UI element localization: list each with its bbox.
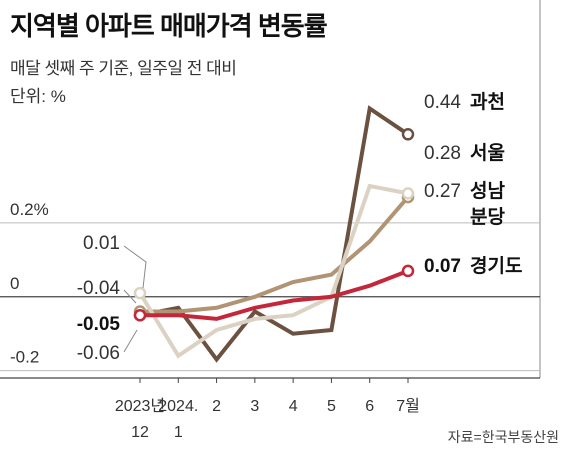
unit-label: 단위: % [10,87,66,106]
x-tick-label-1-1: 1 [174,424,183,441]
x-tick-label-2-0: 2 [212,398,221,415]
end-value-label-3: 0.07 [424,256,461,277]
x-tick-label-1-0: 2024. [158,398,198,415]
end-series-label-2-0: 성남 [470,180,505,202]
series-line-3 [140,269,409,321]
end-series-label-1-0: 서울 [470,142,505,164]
leader-line-1 [123,289,137,304]
start-marker-3 [133,308,147,322]
chart-title: 지역별 아파트 매매가격 변동률 [10,11,328,41]
y-tick-label-2: -0.2 [10,348,39,367]
y-tick-label-0: 0.2% [10,200,49,219]
end-series-label-3-0: 경기도 [470,255,522,277]
x-tick-label-6-0: 6 [365,398,374,415]
series-line-2 [138,183,409,359]
x-tick-label-0-0: 2023년 [115,397,165,415]
series-line-1 [140,195,410,314]
start-value-label-3: -0.06 [77,343,120,364]
end-series-label-0-0: 과천 [470,91,505,113]
series-line-0 [139,105,410,363]
end-value-label-0: 0.44 [424,92,461,113]
leader-line-3 [123,329,138,353]
x-tick-label-5-0: 5 [327,398,336,415]
x-tick-label-4-0: 4 [289,398,298,415]
x-tick-label-3-0: 3 [250,398,259,415]
end-marker-0 [401,128,415,141]
chart-subtitle: 매달 셋째 주 기준, 일주일 전 대비 [10,59,237,78]
start-value-label-0: 0.01 [83,233,120,254]
end-marker-2 [401,187,415,200]
start-marker-2 [133,286,147,300]
end-marker-3 [401,264,415,278]
y-tick-label-1: 0 [10,274,19,293]
leader-line-0 [123,245,147,289]
end-value-label-1: 0.28 [424,143,461,164]
start-value-label-2: -0.05 [77,314,121,335]
end-value-label-2: 0.27 [424,181,461,202]
x-tick-label-7-0: 7월 [396,397,420,415]
x-tick-label-0-1: 12 [131,424,149,441]
end-series-label-2-1: 분당 [470,206,505,228]
start-value-label-1: -0.04 [77,278,121,299]
source-note: 자료=한국부동산원 [447,429,559,445]
